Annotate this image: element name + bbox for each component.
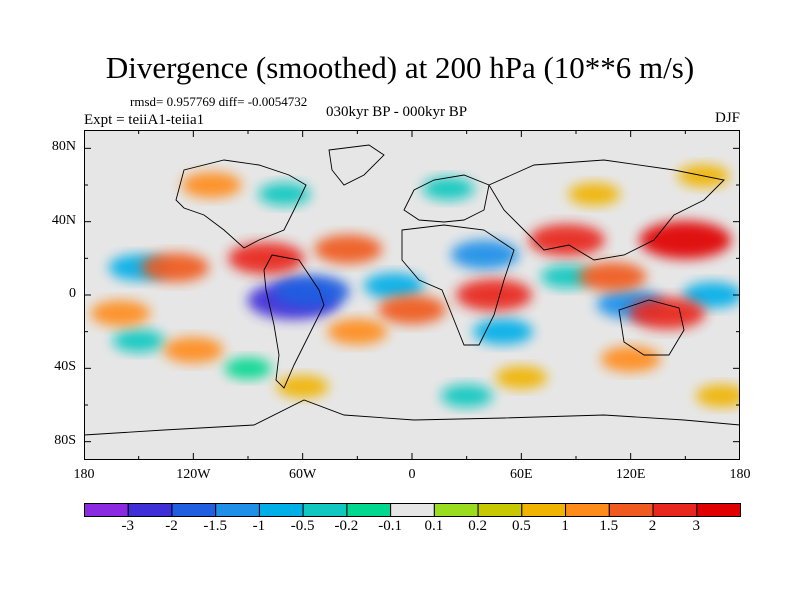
colorbar-swatch [84, 503, 129, 517]
divergence-cell [682, 282, 740, 308]
divergence-cell [363, 272, 424, 299]
x-axis-label: 180 [73, 467, 95, 482]
colorbar-swatch [215, 503, 260, 517]
colorbar-label: 2 [648, 518, 657, 534]
x-axis-label: 60E [510, 467, 533, 482]
divergence-cell [440, 384, 493, 408]
antarctica-coast [84, 399, 740, 436]
colorbar-swatch [258, 503, 304, 517]
colorbar-swatch [302, 503, 348, 517]
y-axis-label: 40S [54, 359, 76, 375]
y-axis-label: 80S [54, 432, 76, 448]
map-canvas [83, 130, 741, 460]
colorbar-label: 0.2 [468, 518, 487, 534]
colorbar-label: 0.5 [511, 518, 531, 534]
divergence-cell [141, 253, 210, 282]
colorbar-label: -1.5 [203, 518, 228, 534]
divergence-cell [473, 318, 534, 345]
colorbar-label: 1 [561, 518, 569, 534]
divergence-cell [273, 275, 350, 308]
period-text: 030kyr BP - 000kyr BP [326, 104, 468, 120]
colorbar-swatch [608, 503, 654, 517]
divergence-cell [629, 297, 706, 330]
colorbar-swatch [346, 503, 392, 517]
colorbar-swatch [390, 503, 435, 517]
x-axis-label: 180 [729, 467, 751, 482]
x-axis-label: 120W [176, 467, 211, 482]
asia-coast [488, 159, 725, 261]
colorbar-label: -0.2 [334, 518, 359, 534]
y-axis-label: 0 [69, 286, 76, 301]
map-panel [83, 130, 741, 460]
colorbar-swatch [171, 503, 217, 517]
colorbar-swatch [127, 503, 173, 517]
map-title: Divergence (smoothed) at 200 hPa (10**6 … [105, 50, 695, 85]
divergence-cell [90, 300, 151, 327]
colorbar-swatch [696, 503, 741, 517]
colorbar-label: -1 [252, 518, 266, 534]
colorbar-label: 0.1 [424, 518, 444, 534]
divergence-cell [422, 177, 475, 201]
europe-coast [403, 174, 490, 223]
divergence-cell [276, 375, 329, 399]
statistics-text: rmsd= 0.957769 diff= -0.0054732 [130, 94, 308, 109]
colorbar-label: -3 [121, 518, 134, 534]
africa-coast [401, 224, 515, 346]
divergence-cell [224, 357, 272, 379]
colorbar [84, 503, 741, 517]
colorbar-label: -0.5 [290, 518, 315, 534]
colorbar-swatch [652, 503, 698, 517]
colorbar-label: -2 [165, 518, 178, 534]
colorbar-swatch [521, 503, 567, 517]
divergence-cell [112, 329, 165, 353]
season-text: DJF [714, 110, 740, 126]
x-axis-label: 0 [408, 467, 416, 482]
divergence-cell [327, 318, 388, 345]
colorbar-swatch [433, 503, 479, 517]
divergence-cell [695, 384, 740, 408]
coastlines [84, 144, 740, 436]
colorbar-label: 3 [692, 518, 701, 534]
experiment-text: Expt = teiiA1-teiia1 [84, 112, 205, 128]
divergence-field [90, 164, 740, 408]
x-axis-label: 120E [615, 467, 646, 482]
greenland-coast [328, 144, 385, 186]
colorbar-swatch [477, 503, 523, 517]
x-axis-label: 60W [289, 467, 317, 482]
divergence-cell [181, 172, 242, 198]
divergence-cell [456, 279, 532, 311]
divergence-cell [228, 242, 305, 275]
divergence-cell [568, 182, 621, 206]
colorbar-label: -0.1 [378, 518, 402, 534]
divergence-cell [540, 265, 593, 289]
colorbar-label: 1.5 [599, 518, 619, 534]
divergence-cell [495, 366, 548, 389]
divergence-cell [258, 182, 311, 206]
divergence-cell [578, 262, 647, 292]
divergence-cell [163, 337, 224, 363]
y-axis-label: 40N [51, 212, 76, 228]
divergence-cell [600, 346, 661, 373]
divergence-cell [314, 234, 383, 264]
divergence-cell [639, 221, 732, 259]
south-america-coast [263, 254, 325, 389]
divergence-cell [378, 295, 446, 325]
divergence-cell [450, 240, 519, 270]
y-axis-label: 80N [51, 139, 76, 155]
colorbar-swatch [565, 503, 610, 517]
australia-coast [618, 299, 685, 356]
north-america-coast [175, 159, 307, 249]
divergence-cell [528, 224, 605, 256]
